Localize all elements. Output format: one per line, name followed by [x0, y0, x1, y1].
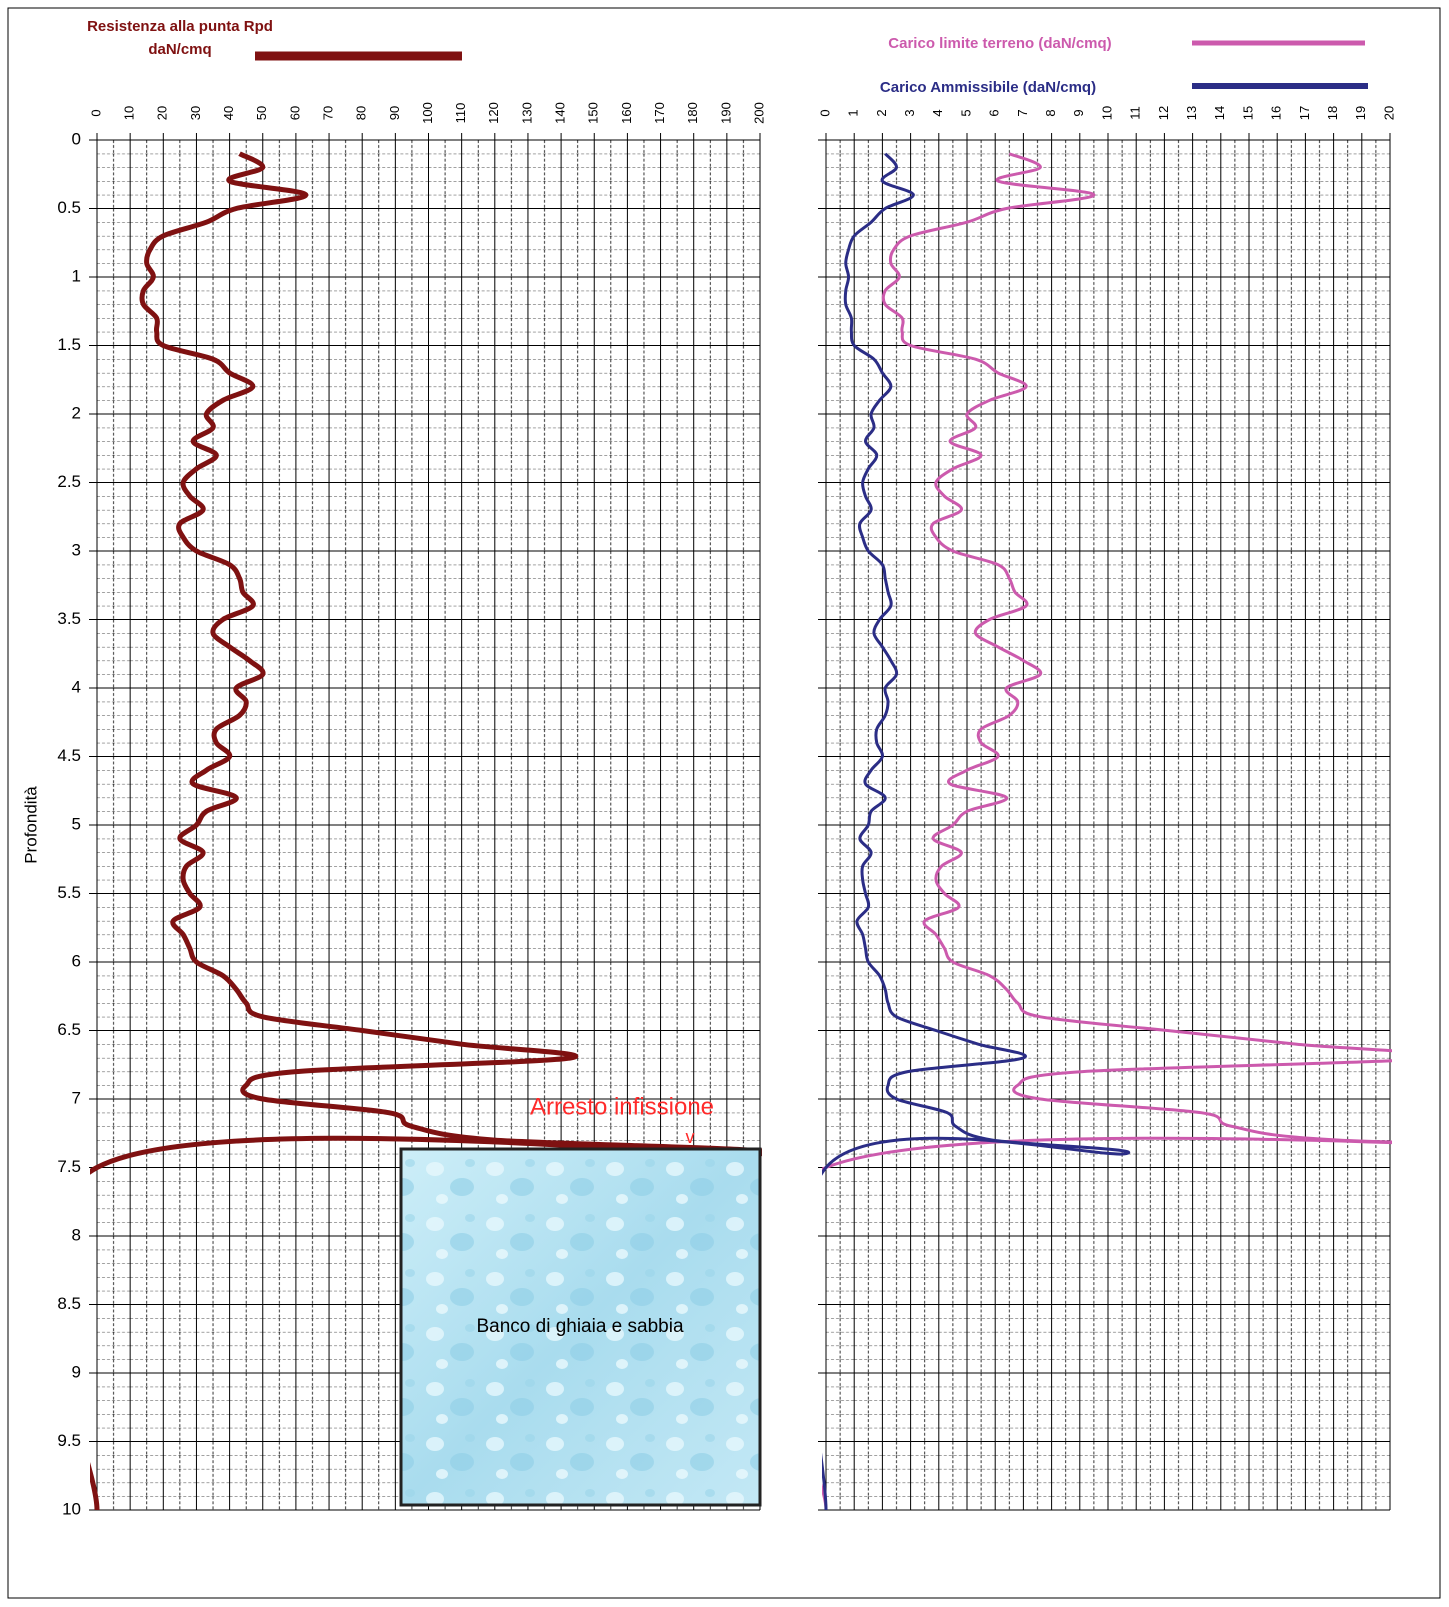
x-tick-label: 8: [1043, 109, 1058, 116]
x-tick-label: 9: [1071, 109, 1086, 116]
x-tick-label: 7: [1015, 109, 1030, 116]
x-tick-label: 10: [122, 106, 137, 120]
x-tick-label: 0: [88, 109, 103, 116]
y-tick-label: 7.5: [57, 1157, 81, 1176]
y-tick-label: 2: [72, 403, 81, 422]
x-tick-label: 160: [619, 102, 634, 124]
series-line: [822, 152, 1392, 1511]
x-tick-label: 170: [652, 102, 667, 124]
x-tick-label: 12: [1156, 106, 1171, 120]
x-tick-label: 14: [1212, 106, 1227, 120]
x-tick-label: 3: [902, 109, 917, 116]
y-tick-label: 4.5: [57, 746, 81, 765]
y-tick-label: 0.5: [57, 198, 81, 217]
legend-label: Carico limite terreno (daN/cmq): [888, 35, 1111, 52]
x-tick-label: 13: [1184, 106, 1199, 120]
annotation: Arresto infissione: [530, 1093, 714, 1120]
x-tick-label: 120: [486, 102, 501, 124]
unit-label: daN/cmq: [148, 41, 211, 58]
x-tick-label: 50: [254, 106, 269, 120]
x-tick-label: 18: [1325, 106, 1340, 120]
y-tick-label: 3.5: [57, 609, 81, 628]
series-group: [90, 151, 762, 1511]
y-tick-label: 7: [72, 1088, 81, 1107]
y-tick-label: 9: [72, 1362, 81, 1381]
series-line: [90, 151, 762, 1511]
y-tick-label: 9.5: [57, 1431, 81, 1450]
x-tick-label: 140: [553, 102, 568, 124]
x-tick-label: 100: [420, 102, 435, 124]
x-tick-label: 19: [1353, 106, 1368, 120]
x-tick-label: 190: [718, 102, 733, 124]
legend-label: Carico Ammissibile (daN/cmq): [880, 79, 1096, 96]
x-tick-label: 4: [930, 109, 945, 116]
x-tick-label: 110: [453, 103, 468, 124]
y-tick-label: 5: [72, 814, 81, 833]
series-line: [822, 152, 1131, 1511]
y-tick-label: 3: [72, 540, 81, 559]
x-tick-label: 11: [1128, 106, 1143, 120]
y-tick-label: 4: [72, 677, 81, 696]
x-tick-label: 60: [287, 106, 302, 120]
frame: [7, 7, 1441, 1599]
x-tick-label: 2: [874, 109, 889, 116]
x-tick-label: 70: [320, 106, 335, 120]
y-tick-label: 10: [62, 1499, 81, 1518]
x-tick-label: 6: [987, 109, 1002, 116]
x-tick-label: 5: [958, 109, 973, 116]
y-tick-label: 0: [72, 129, 81, 148]
x-tick-label: 200: [751, 102, 766, 124]
y-tick-label: 8: [72, 1225, 81, 1244]
x-tick-label: 20: [155, 106, 170, 120]
y-tick-label: 6.5: [57, 1020, 81, 1039]
soil-box-texture: [399, 1147, 762, 1507]
x-tick-label: 0: [817, 109, 832, 116]
x-tick-label: 180: [685, 102, 700, 124]
legend-label: Resistenza alla punta Rpd: [87, 18, 273, 35]
x-tick-label: 80: [354, 106, 369, 120]
x-tick-label: 90: [387, 106, 402, 120]
annotation: v: [686, 1127, 695, 1147]
x-tick-label: 17: [1297, 106, 1312, 120]
x-tick-label: 10: [1099, 106, 1114, 120]
series-group: [822, 152, 1392, 1511]
x-tick-label: 16: [1269, 106, 1284, 120]
y-tick-label: 5.5: [57, 883, 81, 902]
y-tick-label: 1.5: [57, 335, 81, 354]
y-tick-label: 1: [72, 266, 81, 285]
y-tick-label: 6: [72, 951, 81, 970]
x-tick-label: 15: [1240, 106, 1255, 120]
box-label: Banco di ghiaia e sabbia: [476, 1316, 683, 1337]
x-tick-label: 130: [519, 102, 534, 124]
x-tick-label: 30: [188, 106, 203, 120]
y-axis-label: Profondità: [21, 786, 40, 864]
x-tick-label: 40: [221, 106, 236, 120]
x-tick-label: 20: [1381, 106, 1396, 120]
x-tick-label: 1: [846, 109, 861, 116]
y-tick-label: 8.5: [57, 1294, 81, 1313]
y-tick-label: 2.5: [57, 472, 81, 491]
x-tick-label: 150: [586, 102, 601, 124]
